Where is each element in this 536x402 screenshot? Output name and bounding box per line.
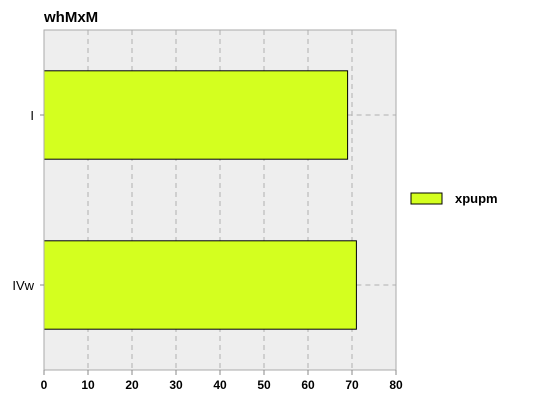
x-tick-label: 30 [169,378,183,392]
legend-label: xpupm [455,191,498,206]
x-axis: 0 10 20 30 40 50 60 70 80 [41,370,403,392]
y-tick-label: I [30,108,34,123]
legend-swatch [410,192,443,205]
x-tick-label: 70 [345,378,359,392]
x-tick-label: 40 [213,378,227,392]
x-tick-label: 80 [389,378,403,392]
y-tick-label: IVw [12,278,34,293]
x-tick-label: 60 [301,378,315,392]
bars [43,70,357,330]
legend: xpupm [410,191,498,206]
x-tick-label: 0 [41,378,48,392]
x-tick-label: 10 [81,378,95,392]
chart-title: whMxM [43,9,98,26]
x-tick-label: 20 [125,378,139,392]
bar-ivw [43,240,357,330]
y-axis: I IVw [12,108,44,293]
bar-i [43,70,349,160]
x-tick-label: 50 [257,378,271,392]
